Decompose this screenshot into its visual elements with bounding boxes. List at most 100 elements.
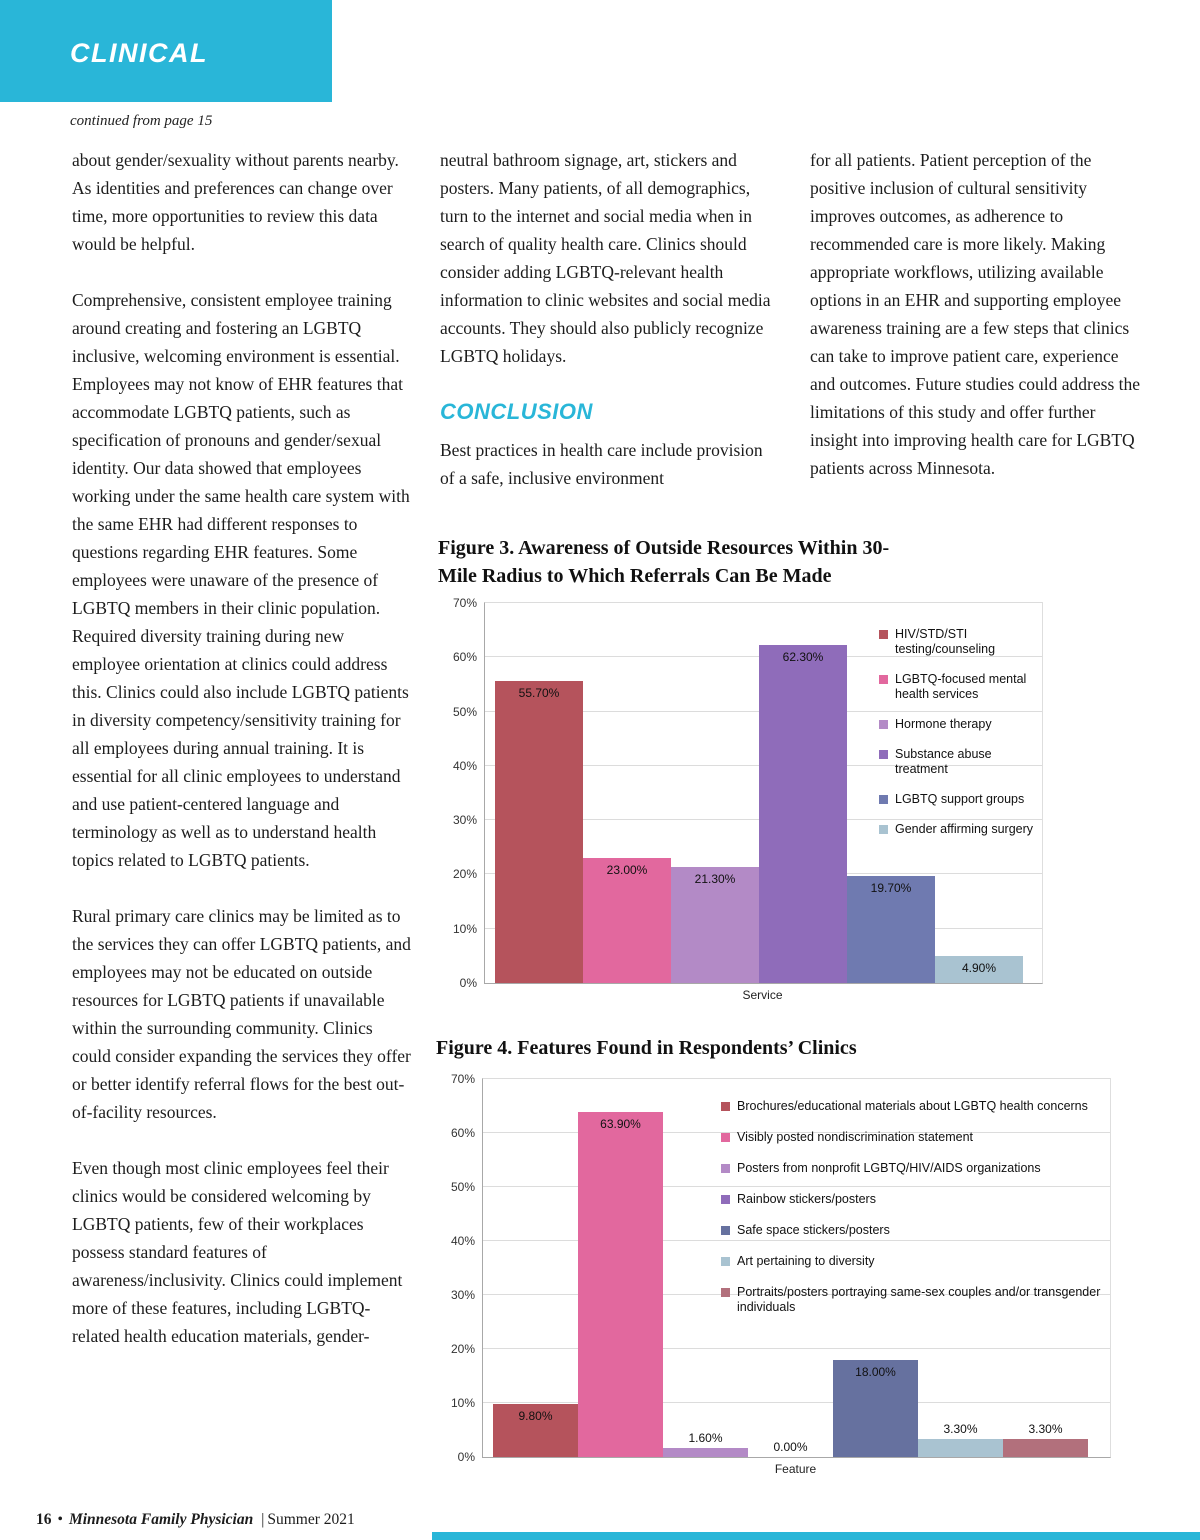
legend-label: Gender affirming surgery [895, 822, 1034, 836]
legend-item: Safe space stickers/posters [721, 1223, 1113, 1238]
legend-swatch [879, 630, 888, 639]
legend-label: Art pertaining to diversity [737, 1254, 875, 1268]
y-axis-tick-label: 20% [450, 1342, 475, 1356]
footer-separator: | [261, 1511, 265, 1528]
bar-value-label: 18.00% [855, 1364, 896, 1379]
bar-value-label: 4.90% [961, 961, 997, 976]
figure-4-title: Figure 4. Features Found in Respondents’… [436, 1037, 857, 1059]
journal-name: Minnesota Family Physician [68, 1511, 254, 1528]
y-axis-tick-label: 30% [450, 1288, 475, 1302]
figure-4-bars: 9.80% 63.90% 1.60% 0.00% 18.00% 3.30% 3.30% [493, 1079, 1088, 1457]
legend-item: Rainbow stickers/posters [721, 1192, 1113, 1207]
bar-6: 4.90% [935, 956, 1023, 983]
figure-4: Figure 4. Features Found in Respondents’… [436, 1034, 1111, 1476]
gridline [483, 1348, 1110, 1349]
y-axis-tick-label: 60% [452, 650, 477, 665]
bar-value-label: 19.70% [870, 881, 912, 896]
gridline [483, 1402, 1110, 1403]
body-paragraph: Comprehensive, consistent employee train… [72, 290, 410, 870]
bar-7: 3.30% [1003, 1422, 1088, 1457]
y-axis-tick-label: 70% [450, 1072, 475, 1086]
bar-1: 55.70% [495, 680, 583, 983]
legend-label: HIV/STD/STI testing/counseling [895, 627, 996, 656]
gridline [483, 1294, 1110, 1295]
bar-2: 63.90% [578, 1111, 663, 1457]
gridline [483, 1132, 1110, 1133]
legend-swatch [879, 795, 888, 804]
legend-swatch [879, 825, 888, 834]
y-axis-tick-label: 50% [452, 704, 477, 719]
bar-value-label: 63.90% [600, 1116, 641, 1131]
legend-label: Visibly posted nondiscrimination stateme… [737, 1130, 974, 1144]
legend-label: Posters from nonprofit LGBTQ/HIV/AIDS or… [737, 1161, 1041, 1175]
bar-3: 21.30% [671, 867, 759, 983]
legend-item: Visibly posted nondiscrimination stateme… [721, 1130, 1113, 1145]
y-axis-tick-label: 40% [450, 1234, 475, 1248]
legend-swatch [721, 1288, 730, 1297]
legend-item: Posters from nonprofit LGBTQ/HIV/AIDS or… [721, 1161, 1113, 1176]
figure-3-legend: HIV/STD/STI testing/counseling LGBTQ-focu… [879, 627, 1041, 852]
body-paragraph: Best practices in health care include pr… [440, 440, 763, 488]
legend-item: HIV/STD/STI testing/counseling [879, 627, 1041, 657]
body-paragraph: Rural primary care clinics may be limite… [72, 906, 411, 1122]
gridline [483, 1186, 1110, 1187]
bar-1: 9.80% [493, 1404, 578, 1457]
figure-3: Figure 3. Awareness of Outside Resources… [438, 534, 1043, 1002]
legend-label: Rainbow stickers/posters [737, 1192, 876, 1206]
footer-bullet: • [57, 1511, 63, 1528]
figure-4-chart: 9.80% 63.90% 1.60% 0.00% 18.00% 3.30% 3.30% Br… [436, 1072, 1113, 1476]
y-axis-tick-label: 40% [452, 758, 477, 773]
page-footer: 16 • Minnesota Family Physician | Summer 202… [36, 1511, 355, 1529]
bar-value-label: 3.30% [1028, 1422, 1063, 1437]
bottom-accent-strip [432, 1532, 1200, 1540]
legend-item: Hormone therapy [879, 717, 1041, 732]
bar-value-label: 1.60% [688, 1431, 723, 1446]
legend-label: Hormone therapy [895, 717, 992, 731]
y-axis-tick-label: 20% [452, 867, 477, 882]
text-column-2: neutral bathroom signage, art, stickers … [440, 146, 774, 520]
y-axis-tick-label: 50% [450, 1180, 475, 1194]
legend-swatch [879, 675, 888, 684]
figure-3-plot-area: 55.70% 23.00% 21.30% 62.30% 19.70% 4.90% HIV/… [453, 596, 1043, 990]
legend-swatch [721, 1102, 730, 1111]
legend-item: Substance abuse treatment [879, 747, 1041, 777]
legend-swatch [879, 750, 888, 759]
continued-from-note: continued from page 15 [70, 113, 213, 129]
text-column-3: for all patients. Patient perception of … [810, 146, 1142, 510]
legend-swatch [721, 1164, 730, 1173]
y-axis-tick-label: 10% [450, 1396, 475, 1410]
legend-label: LGBTQ support groups [895, 792, 1025, 806]
legend-item: LGBTQ-focused mental health services [879, 672, 1041, 702]
issue-label: Summer 2021 [267, 1511, 355, 1528]
legend-item: Brochures/educational materials about LG… [721, 1099, 1113, 1114]
clinical-section-banner: CLINICAL [0, 0, 332, 102]
bar-value-label: 55.70% [518, 685, 560, 700]
legend-label: Substance abuse treatment [895, 747, 992, 776]
legend-item: LGBTQ support groups [879, 792, 1041, 807]
page-number: 16 [36, 1511, 52, 1528]
bar-5: 18.00% [833, 1359, 918, 1457]
legend-swatch [721, 1133, 730, 1142]
legend-item: Portraits/posters portraying same-sex co… [721, 1285, 1113, 1315]
bar-value-label: 9.80% [518, 1409, 553, 1424]
y-axis-tick-label: 30% [452, 813, 477, 828]
body-paragraph: for all patients. Patient perception of … [810, 150, 1141, 478]
y-axis-tick-label: 70% [452, 596, 477, 610]
bar-value-label: 62.30% [782, 649, 824, 664]
figure-3-x-axis-label: Service [742, 988, 783, 1002]
bar-value-label: 23.00% [606, 863, 648, 878]
gridline [485, 602, 1042, 603]
body-paragraph: about gender/sexuality without parents n… [72, 150, 399, 254]
legend-swatch [721, 1226, 730, 1235]
bar-value-label: 0.00% [773, 1440, 808, 1454]
bar-4: 62.30% [759, 644, 847, 983]
y-axis-tick-label: 0% [457, 1450, 475, 1464]
y-axis-tick-label: 60% [450, 1126, 475, 1140]
figure-4-x-axis-label: Feature [774, 1462, 817, 1476]
bar-6: 3.30% [918, 1422, 1003, 1457]
section-label: CLINICAL [70, 38, 208, 68]
legend-label: Portraits/posters portraying same-sex co… [737, 1285, 1101, 1314]
bar-5: 19.70% [847, 876, 935, 983]
figure-3-bars: 55.70% 23.00% 21.30% 62.30% 19.70% 4.90% [495, 603, 1023, 983]
body-paragraph: neutral bathroom signage, art, stickers … [440, 150, 771, 366]
